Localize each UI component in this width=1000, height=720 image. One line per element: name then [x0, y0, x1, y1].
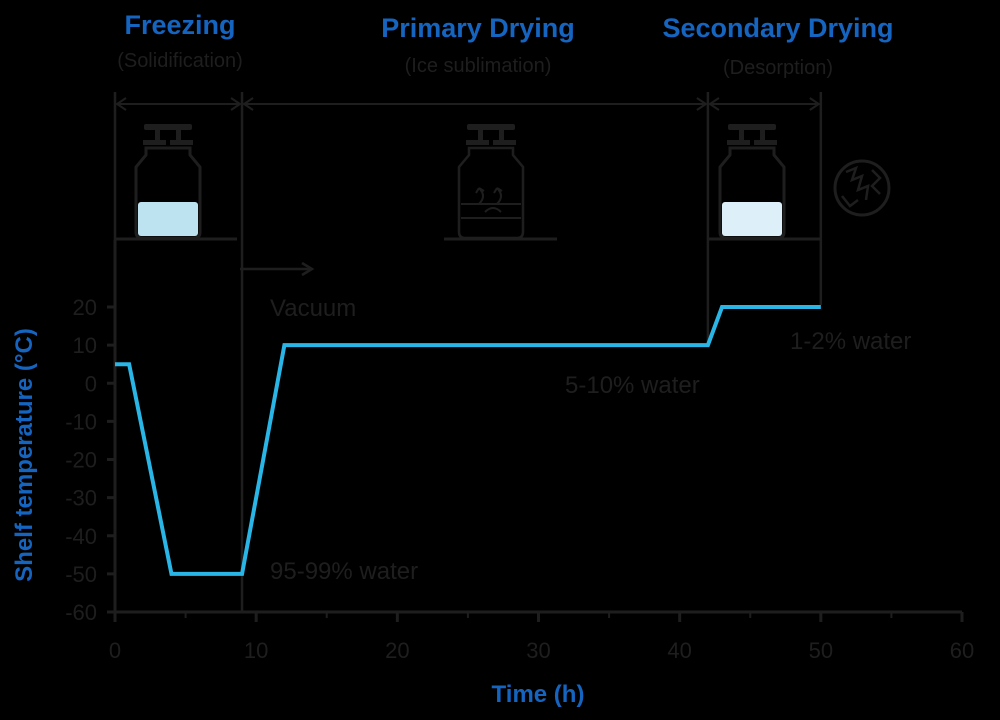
x-tick-label: 30: [526, 638, 550, 663]
series-line-shelf-temperature: [115, 307, 821, 574]
vacuum-label: Vacuum: [270, 295, 356, 322]
water-content-primary: 5-10% water: [565, 372, 700, 399]
y-tick-label: -20: [65, 448, 97, 473]
phase-subtitle-freezing: (Solidification): [117, 50, 243, 72]
phase-subtitle-primary-drying: (Ice sublimation): [405, 55, 552, 77]
y-axis-ticks: 20 10 0 -10 -20 -30 -40 -50 -60: [65, 295, 115, 625]
x-tick-label: 40: [667, 638, 691, 663]
x-axis-ticks: 0 10 20 30 40 50 60: [109, 612, 974, 663]
phase-title-primary-drying: Primary Drying: [381, 13, 575, 43]
y-tick-label: -60: [65, 600, 97, 625]
phase-title-freezing: Freezing: [124, 10, 235, 40]
y-axis-title: Shelf temperature (°C): [11, 328, 38, 582]
phase-headings: Freezing (Solidification) Primary Drying…: [117, 10, 893, 79]
y-tick-label: 10: [73, 333, 97, 358]
y-tick-label: 0: [85, 371, 97, 396]
x-tick-label: 60: [950, 638, 974, 663]
phase-guides: [115, 92, 821, 612]
vial-sublimation-icon: [459, 124, 523, 238]
water-content-freezing: 95-99% water: [270, 558, 418, 585]
y-tick-label: -10: [65, 409, 97, 434]
x-axis-title: Time (h): [492, 681, 585, 708]
x-tick-label: 0: [109, 638, 121, 663]
vial-frozen-icon: [136, 124, 200, 238]
series-group: [115, 307, 821, 574]
phase-title-secondary-drying: Secondary Drying: [662, 13, 893, 43]
vacuum-arrow: [240, 263, 312, 275]
y-tick-label: -30: [65, 486, 97, 511]
y-tick-label: 20: [73, 295, 97, 320]
vial-dried-icon: [720, 124, 784, 238]
x-tick-label: 50: [809, 638, 833, 663]
dried-cake-icon: [835, 161, 889, 215]
y-tick-label: -50: [65, 562, 97, 587]
x-tick-label: 20: [385, 638, 409, 663]
water-content-secondary: 1-2% water: [790, 328, 911, 355]
x-tick-label: 10: [244, 638, 268, 663]
y-tick-label: -40: [65, 524, 97, 549]
phase-subtitle-secondary-drying: (Desorption): [723, 57, 833, 79]
